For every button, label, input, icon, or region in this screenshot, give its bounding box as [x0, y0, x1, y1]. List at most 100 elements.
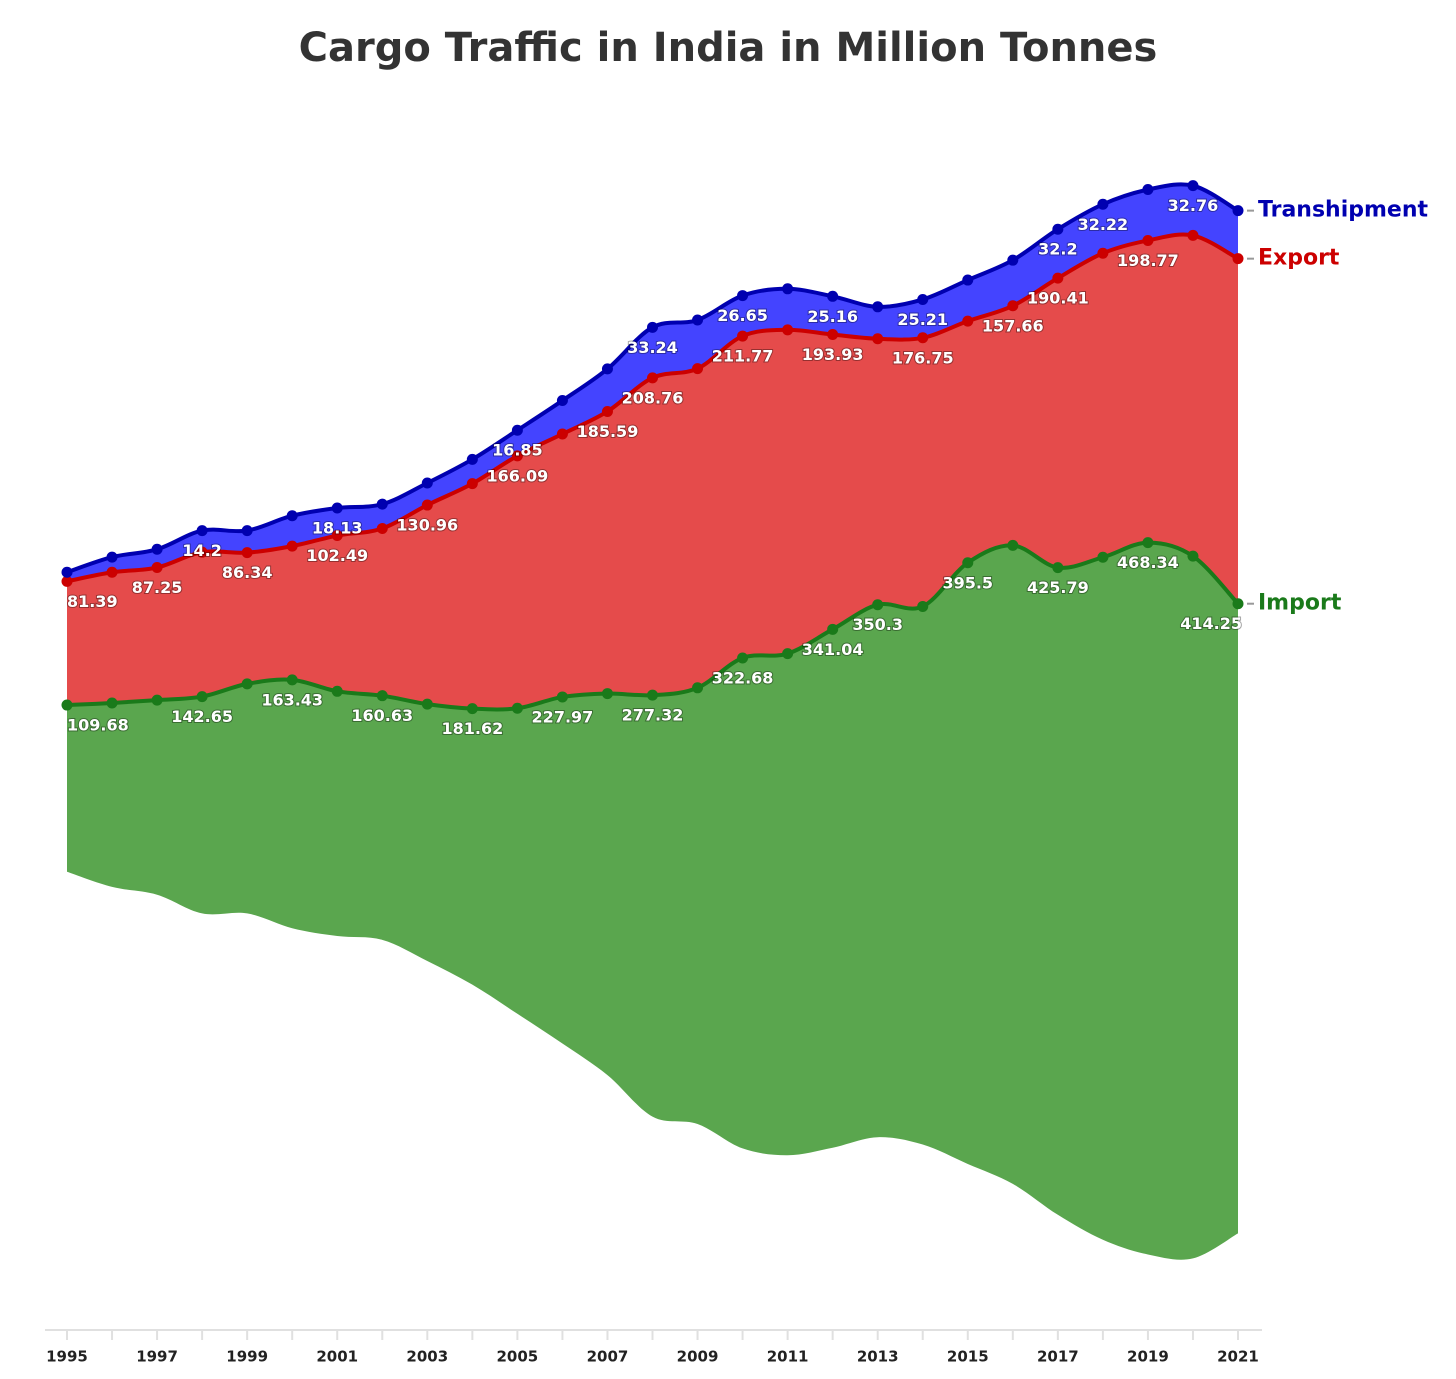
x-tick-label: 2017	[1037, 1348, 1079, 1366]
value-label: 32.22	[1078, 215, 1129, 234]
point	[1007, 254, 1019, 266]
point	[737, 330, 749, 342]
value-label: 26.65	[717, 306, 768, 325]
point	[917, 332, 929, 344]
point	[1097, 198, 1109, 210]
point	[962, 557, 974, 569]
point	[196, 525, 208, 537]
x-tick-label: 2001	[316, 1348, 358, 1366]
point	[1052, 562, 1064, 574]
value-label: 350.3	[852, 615, 903, 634]
value-label: 25.21	[897, 310, 948, 329]
point	[917, 600, 929, 612]
point	[466, 478, 478, 490]
value-label: 86.34	[222, 563, 273, 582]
value-label: 166.09	[487, 466, 549, 485]
value-label: 277.32	[622, 706, 684, 725]
point	[466, 453, 478, 465]
point	[692, 363, 704, 375]
x-tick-label: 1999	[226, 1348, 268, 1366]
point	[737, 652, 749, 664]
point	[737, 290, 749, 302]
value-label: 87.25	[132, 578, 183, 597]
value-label: 190.41	[1027, 289, 1089, 308]
point	[241, 525, 253, 537]
series-label: Export	[1258, 246, 1340, 271]
point	[1232, 205, 1244, 217]
value-label: 425.79	[1027, 578, 1089, 597]
point	[151, 694, 163, 706]
point	[1097, 551, 1109, 563]
point	[601, 688, 613, 700]
x-tick-label: 1997	[136, 1348, 178, 1366]
series-label: Import	[1258, 591, 1342, 616]
value-label: 32.76	[1168, 196, 1219, 215]
point	[1187, 180, 1199, 192]
x-tick-label: 2007	[587, 1348, 629, 1366]
value-label: 395.5	[942, 573, 993, 592]
point	[196, 546, 208, 558]
point	[151, 562, 163, 574]
value-label: 322.68	[712, 668, 774, 687]
x-tick-label: 2021	[1217, 1348, 1259, 1366]
point	[106, 566, 118, 578]
x-tick-label: 2019	[1127, 1348, 1169, 1366]
value-label: 160.63	[351, 706, 413, 725]
value-label: 130.96	[396, 516, 458, 535]
value-label: 18.13	[312, 518, 363, 537]
point	[421, 698, 433, 710]
value-label: 208.76	[622, 388, 684, 407]
stream-area	[67, 234, 1238, 710]
point	[286, 510, 298, 522]
point	[376, 522, 388, 534]
point	[782, 283, 794, 295]
point	[511, 702, 523, 714]
point	[61, 566, 73, 578]
point	[61, 699, 73, 711]
point	[962, 274, 974, 286]
value-label: 176.75	[892, 348, 954, 367]
point	[151, 543, 163, 555]
stream-area	[67, 542, 1238, 1260]
point	[421, 477, 433, 489]
point	[601, 363, 613, 375]
value-label: 102.49	[306, 546, 368, 565]
point	[1142, 537, 1154, 549]
point	[647, 689, 658, 701]
value-label: 16.85	[492, 441, 543, 460]
point	[1007, 300, 1019, 312]
point	[286, 540, 298, 552]
point	[466, 703, 478, 715]
point	[421, 499, 433, 511]
point	[962, 315, 974, 327]
value-label: 181.62	[441, 719, 503, 738]
point	[556, 428, 568, 440]
point	[286, 674, 298, 686]
point	[782, 324, 794, 336]
point	[601, 405, 613, 417]
point	[1187, 229, 1199, 241]
point	[241, 547, 253, 559]
x-tick-label: 2003	[406, 1348, 448, 1366]
x-tick-label: 2011	[767, 1348, 809, 1366]
point	[331, 502, 343, 514]
point	[872, 301, 884, 313]
point	[106, 551, 118, 563]
point	[1052, 272, 1064, 284]
x-tick-label: 1995	[46, 1348, 88, 1366]
point	[511, 450, 523, 462]
value-label: 25.16	[807, 307, 858, 326]
stream-area	[67, 184, 1238, 582]
value-label: 163.43	[261, 690, 323, 709]
point	[331, 685, 343, 697]
point	[106, 697, 118, 709]
value-label: 81.39	[67, 592, 118, 611]
value-label: 142.65	[171, 707, 233, 726]
point	[1142, 184, 1154, 196]
point	[827, 290, 839, 302]
series-label: Transhipment	[1258, 198, 1429, 223]
point	[647, 321, 658, 333]
value-label: 341.04	[802, 640, 864, 659]
value-label: 32.2	[1038, 240, 1077, 259]
